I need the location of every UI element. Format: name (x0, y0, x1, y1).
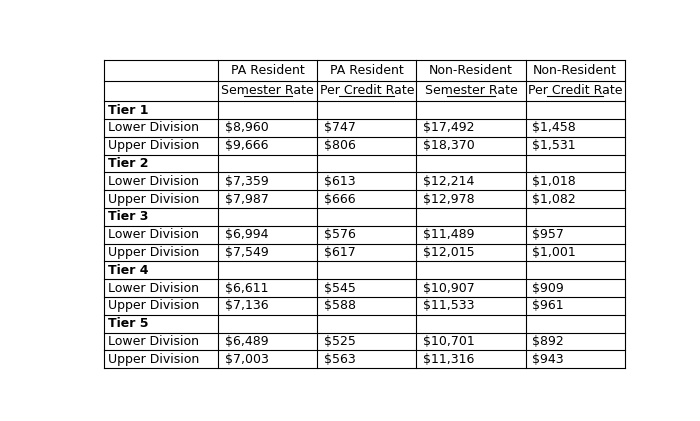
Text: $1,001: $1,001 (532, 246, 576, 259)
Text: Tier 4: Tier 4 (108, 264, 148, 277)
Text: $11,316: $11,316 (423, 353, 474, 366)
Text: $6,611: $6,611 (225, 282, 268, 295)
Text: $576: $576 (324, 228, 356, 241)
Text: Upper Division: Upper Division (108, 192, 200, 205)
Text: Semester Rate: Semester Rate (425, 85, 517, 97)
Text: $11,489: $11,489 (423, 228, 475, 241)
Text: Upper Division: Upper Division (108, 299, 200, 312)
Text: $613: $613 (324, 175, 356, 188)
Text: $1,531: $1,531 (532, 139, 576, 152)
Text: Lower Division: Lower Division (108, 282, 199, 295)
Text: Tier 3: Tier 3 (108, 210, 148, 224)
Text: Non-Resident: Non-Resident (429, 64, 513, 77)
Text: Tier 2: Tier 2 (108, 157, 148, 170)
Text: $9,666: $9,666 (225, 139, 268, 152)
Text: $747: $747 (324, 121, 356, 134)
Text: Upper Division: Upper Division (108, 246, 200, 259)
Text: $892: $892 (532, 335, 564, 348)
Text: $6,489: $6,489 (225, 335, 269, 348)
Text: $8,960: $8,960 (225, 121, 269, 134)
Text: Tier 5: Tier 5 (108, 317, 148, 330)
Text: $1,018: $1,018 (532, 175, 576, 188)
Text: $525: $525 (324, 335, 356, 348)
Text: $12,015: $12,015 (423, 246, 475, 259)
Text: Per Credit Rate: Per Credit Rate (319, 85, 414, 97)
Text: $1,458: $1,458 (532, 121, 576, 134)
Text: $666: $666 (324, 192, 356, 205)
Text: $12,978: $12,978 (423, 192, 475, 205)
Text: Per Credit Rate: Per Credit Rate (528, 85, 622, 97)
Text: Upper Division: Upper Division (108, 353, 200, 366)
Text: Lower Division: Lower Division (108, 335, 199, 348)
Text: $806: $806 (324, 139, 356, 152)
Text: $10,907: $10,907 (423, 282, 475, 295)
Text: $943: $943 (532, 353, 564, 366)
Text: $7,549: $7,549 (225, 246, 269, 259)
Text: Lower Division: Lower Division (108, 121, 199, 134)
Text: $7,987: $7,987 (225, 192, 269, 205)
Text: $1,082: $1,082 (532, 192, 576, 205)
Text: $10,701: $10,701 (423, 335, 475, 348)
Text: Lower Division: Lower Division (108, 175, 199, 188)
Text: $957: $957 (532, 228, 564, 241)
Text: PA Resident: PA Resident (231, 64, 304, 77)
Text: $909: $909 (532, 282, 564, 295)
Text: Lower Division: Lower Division (108, 228, 199, 241)
Text: $11,533: $11,533 (423, 299, 475, 312)
Text: $588: $588 (324, 299, 356, 312)
Text: $545: $545 (324, 282, 356, 295)
Text: $563: $563 (324, 353, 356, 366)
Text: $18,370: $18,370 (423, 139, 475, 152)
Text: $12,214: $12,214 (423, 175, 474, 188)
Text: $7,003: $7,003 (225, 353, 269, 366)
Text: Semester Rate: Semester Rate (221, 85, 314, 97)
Text: PA Resident: PA Resident (330, 64, 404, 77)
Text: $961: $961 (532, 299, 564, 312)
Text: $6,994: $6,994 (225, 228, 268, 241)
Text: $7,136: $7,136 (225, 299, 269, 312)
Text: $7,359: $7,359 (225, 175, 269, 188)
Text: Non-Resident: Non-Resident (533, 64, 617, 77)
Text: $617: $617 (324, 246, 356, 259)
Text: Upper Division: Upper Division (108, 139, 200, 152)
Text: $17,492: $17,492 (423, 121, 475, 134)
Text: Tier 1: Tier 1 (108, 104, 148, 117)
